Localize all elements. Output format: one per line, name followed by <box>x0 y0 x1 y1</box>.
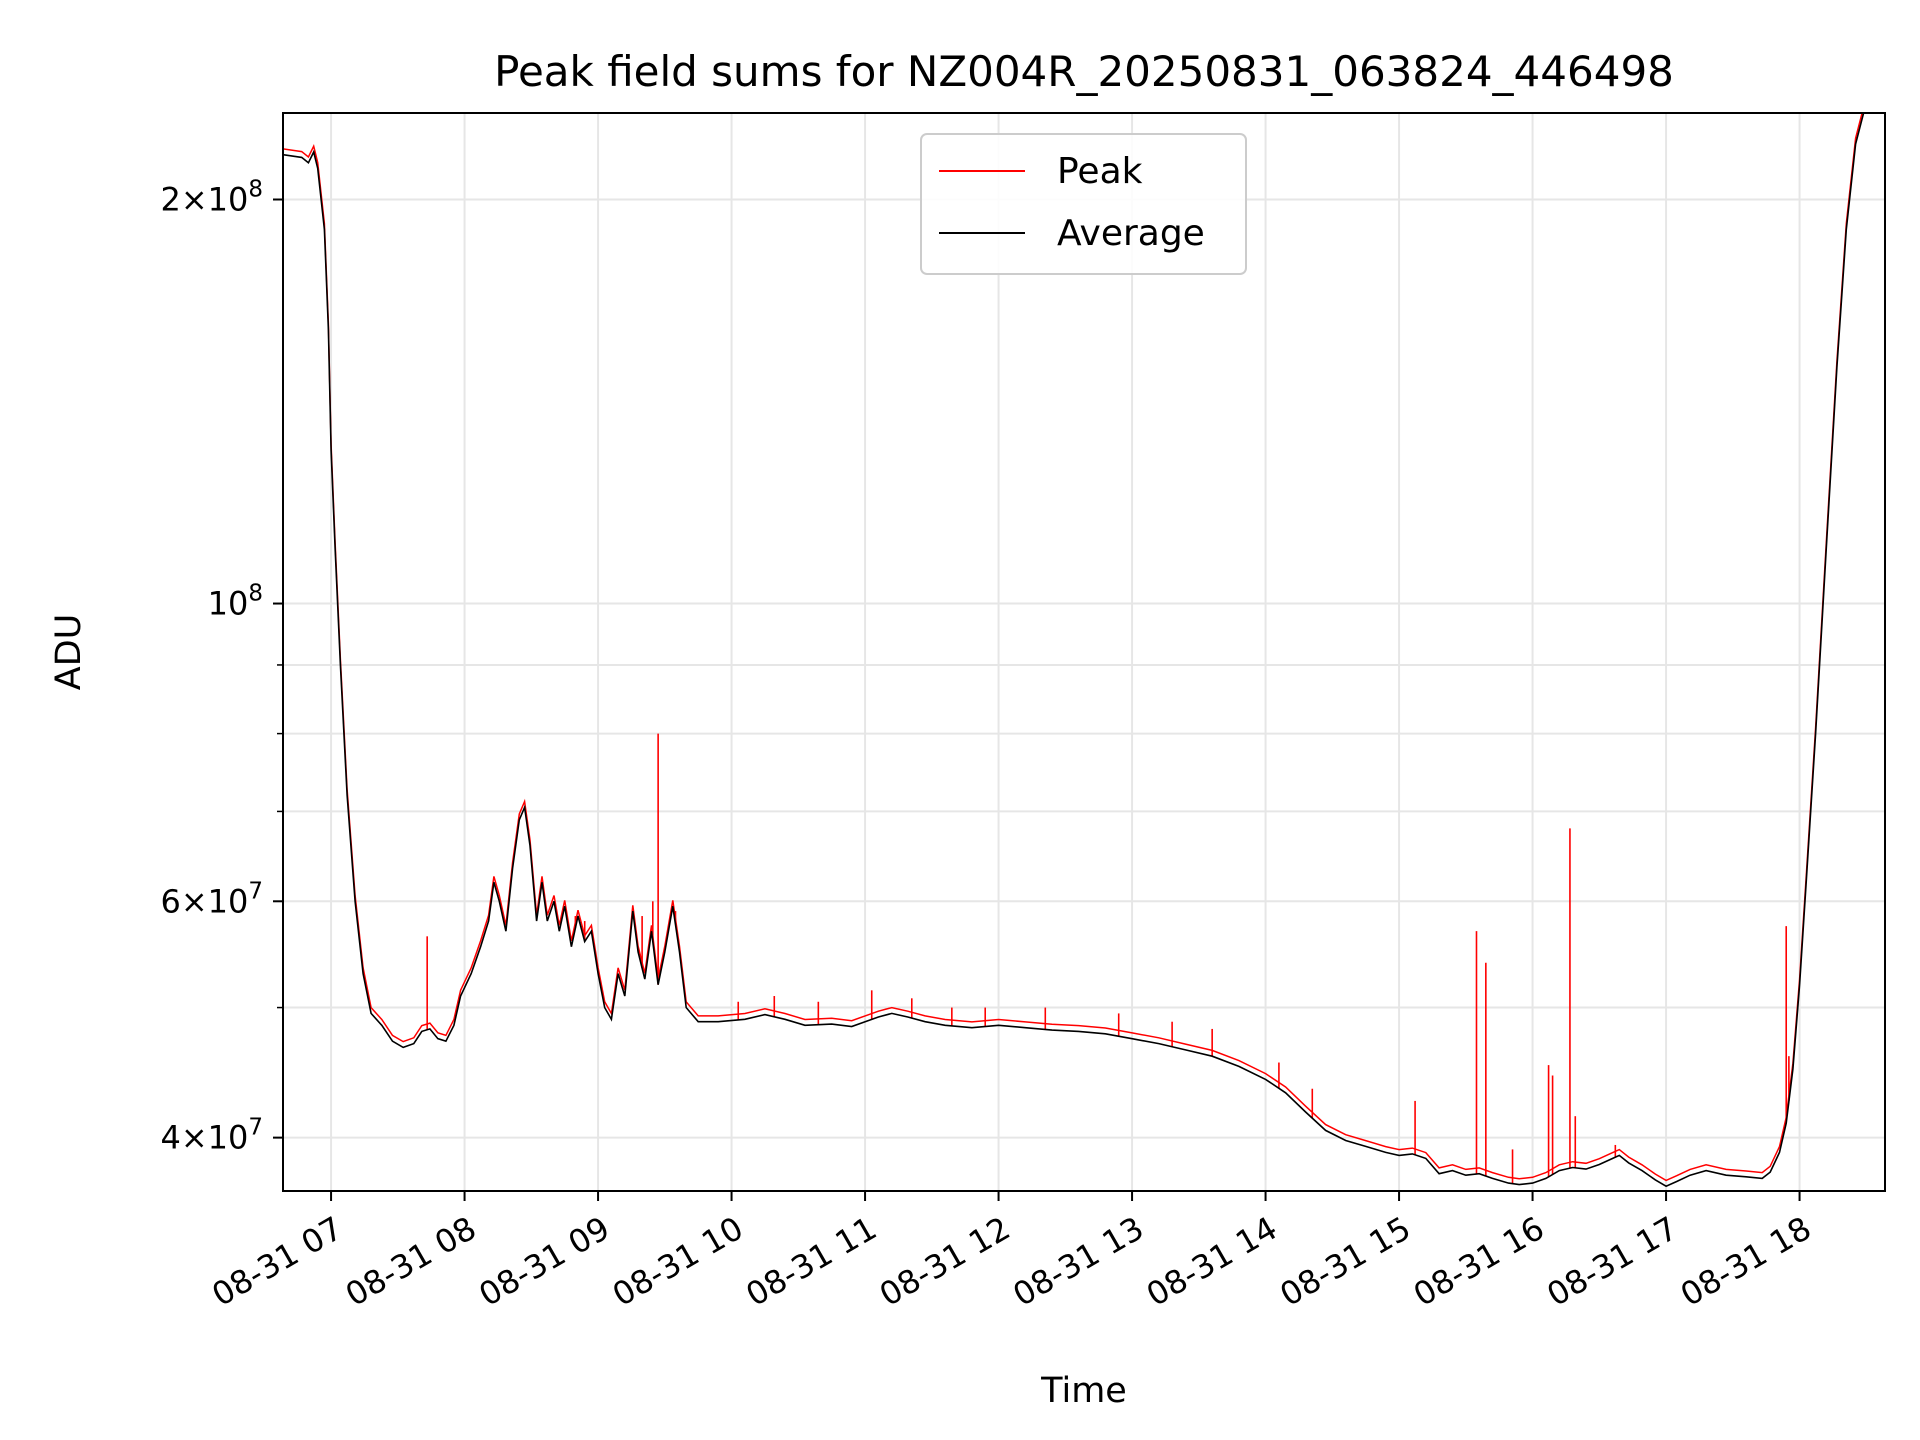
chart-title: Peak field sums for NZ004R_20250831_0638… <box>494 47 1674 96</box>
series-layer <box>283 113 1885 1188</box>
y-tick-label: 4×107 <box>160 1115 263 1157</box>
legend-average-label: Average <box>1057 213 1205 254</box>
y-tick-label: 108 <box>208 581 263 623</box>
y-tick-label: 6×107 <box>160 878 263 920</box>
grid <box>283 113 1885 1191</box>
y-axis-label: ADU <box>49 614 89 691</box>
average-series-line <box>283 113 1885 1188</box>
x-axis-label: Time <box>1040 1371 1127 1411</box>
peak-series-line <box>283 113 1863 1182</box>
legend-peak-label: Peak <box>1057 151 1143 192</box>
legend-box <box>920 133 1247 275</box>
plot-frame <box>282 112 1886 1192</box>
legend: Peak Average <box>920 133 1247 275</box>
y-tick-label: 2×108 <box>160 177 263 219</box>
